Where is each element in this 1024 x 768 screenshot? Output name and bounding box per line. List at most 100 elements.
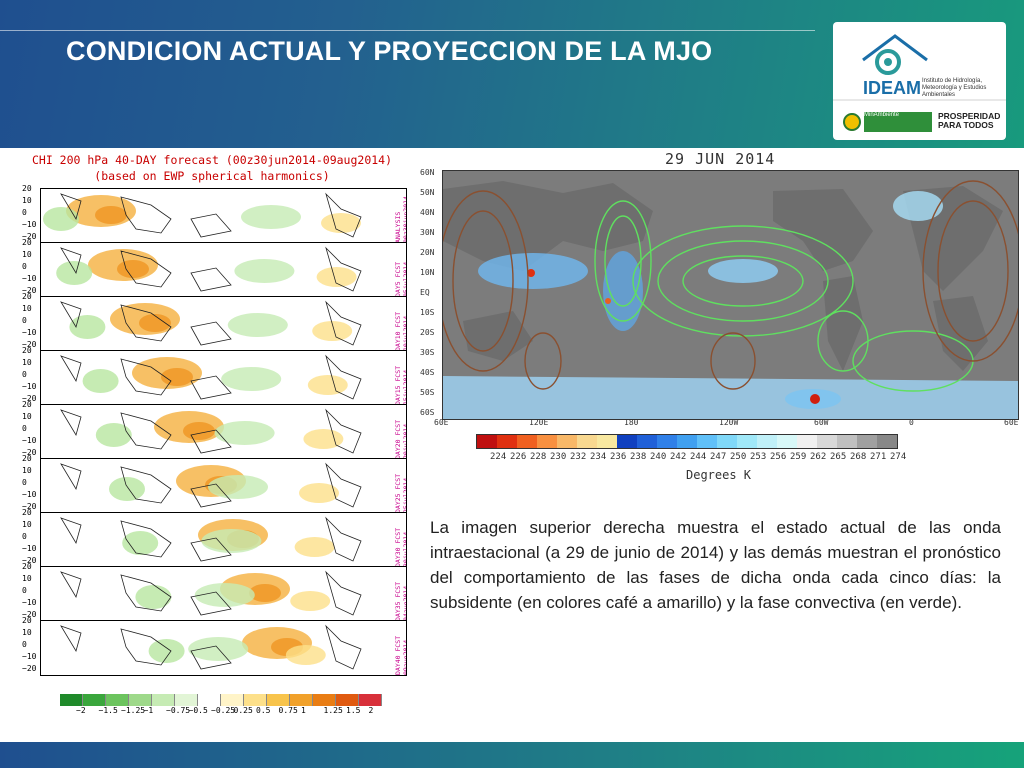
map-colorbar-swatch — [597, 435, 617, 448]
y-tick-label: −20 — [22, 340, 37, 349]
panel-map — [41, 459, 406, 513]
y-tick-label: −20 — [22, 448, 37, 457]
ministry-logo: MinAmbiente — [864, 112, 932, 132]
map-colorbar-label: 232 — [570, 452, 587, 462]
panel-map — [41, 351, 406, 405]
map-colorbar-swatch — [717, 435, 737, 448]
map-colorbar-swatch — [877, 435, 897, 448]
map-colorbar-label: 238 — [630, 452, 647, 462]
panel-label: ANALYSIS 00z30jun2014 — [394, 196, 407, 243]
map-colorbar — [476, 434, 898, 449]
map-colorbar-label: 265 — [830, 452, 847, 462]
longitude-label: 120E — [529, 418, 549, 427]
map-colorbar-label: 253 — [750, 452, 767, 462]
y-tick-label: −20 — [22, 286, 37, 295]
latitude-label: 20N — [420, 248, 435, 257]
latitude-label: 40N — [420, 208, 435, 217]
map-colorbar-label: 262 — [810, 452, 827, 462]
panel-map — [41, 513, 406, 567]
panel-map — [41, 297, 406, 351]
panel-label: DAY35 FCST 04aug2014 — [394, 581, 407, 621]
colorbar-label: 0.25 — [233, 706, 253, 715]
y-tick-label: 20 — [22, 562, 32, 571]
colorbar-swatch — [221, 694, 244, 706]
panel-map — [41, 189, 406, 243]
ideam-subtitle: Instituto de Hidrología, Meteorología y … — [922, 78, 987, 98]
forecast-panel: DAY15 FCST 15jul2014 — [40, 350, 407, 406]
y-tick-label: 10 — [22, 412, 32, 421]
y-tick-label: 20 — [22, 454, 32, 463]
map-colorbar-label: 244 — [690, 452, 707, 462]
map-colorbar-label: 256 — [770, 452, 787, 462]
y-tick-label: 0 — [22, 586, 27, 595]
colorbar-swatch — [244, 694, 267, 706]
y-tick-label: −10 — [22, 382, 37, 391]
map-colorbar-label: 250 — [730, 452, 747, 462]
longitude-label: 0 — [909, 418, 914, 427]
longitude-label: 60W — [814, 418, 829, 427]
longitude-label: 120W — [719, 418, 739, 427]
left-colorbar — [60, 694, 382, 706]
forecast-panel: ANALYSIS 00z30jun2014 — [40, 188, 407, 244]
latitude-label: 30N — [420, 228, 435, 237]
y-tick-label: −10 — [22, 328, 37, 337]
bottom-band — [0, 742, 1024, 768]
y-tick-label: 10 — [22, 250, 32, 259]
y-tick-label: −10 — [22, 274, 37, 283]
y-tick-label: 10 — [22, 358, 32, 367]
map-colorbar-swatch — [837, 435, 857, 448]
slogan: PROSPERIDAD PARA TODOS — [938, 111, 1001, 130]
forecast-panel: DAY25 FCST 25jul2014 — [40, 458, 407, 514]
left-figure-title: CHI 200 hPa 40-DAY forecast (00z30jun201… — [22, 152, 402, 184]
slide-title: CONDICION ACTUAL Y PROYECCION DE LA MJO — [66, 36, 713, 66]
latitude-label: 40S — [420, 368, 435, 377]
map-colorbar-swatch — [537, 435, 557, 448]
latitude-label: 10N — [420, 268, 435, 277]
y-tick-label: 0 — [22, 424, 27, 433]
colorbar-swatch — [336, 694, 359, 706]
colorbar-label: −0.5 — [188, 706, 208, 715]
latitude-label: 50N — [420, 188, 435, 197]
map-colorbar-label: 228 — [530, 452, 547, 462]
colorbar-label: 0.75 — [278, 706, 298, 715]
map-colorbar-swatch — [557, 435, 577, 448]
map-colorbar-label: 224 — [490, 452, 507, 462]
map-graphic — [443, 171, 1018, 419]
map-colorbar-label: 226 — [510, 452, 527, 462]
colorbar-swatch — [313, 694, 336, 706]
colorbar-label: 1.5 — [346, 706, 361, 715]
colorbar-swatch — [106, 694, 129, 706]
colorbar-label: −0.25 — [211, 706, 236, 715]
y-tick-label: −10 — [22, 436, 37, 445]
map-colorbar-swatch — [857, 435, 877, 448]
y-tick-label: 10 — [22, 574, 32, 583]
latitude-label: 50S — [420, 388, 435, 397]
y-tick-label: 20 — [22, 616, 32, 625]
panel-label: DAY5 FCST 05jul2014 — [394, 261, 407, 297]
y-tick-label: 10 — [22, 520, 32, 529]
colorbar-swatch — [152, 694, 175, 706]
y-tick-label: 0 — [22, 316, 27, 325]
map-colorbar-label: 259 — [790, 452, 807, 462]
ideam-name: IDEAM — [863, 78, 921, 98]
map-colorbar-swatch — [677, 435, 697, 448]
map-colorbar-swatch — [497, 435, 517, 448]
map-colorbar-swatch — [757, 435, 777, 448]
colorbar-label: 0.5 — [256, 706, 271, 715]
colorbar-label: −1.5 — [98, 706, 118, 715]
chi200-forecast-figure: CHI 200 hPa 40-DAY forecast (00z30jun201… — [22, 152, 407, 712]
longitude-label: 180 — [624, 418, 639, 427]
y-tick-label: −10 — [22, 598, 37, 607]
y-tick-label: −10 — [22, 544, 37, 553]
map-colorbar-swatch — [637, 435, 657, 448]
y-tick-label: −20 — [22, 232, 37, 241]
map-colorbar-swatch — [477, 435, 497, 448]
title-rule — [0, 30, 815, 31]
y-tick-label: −10 — [22, 220, 37, 229]
y-tick-label: 0 — [22, 532, 27, 541]
y-tick-label: 10 — [22, 466, 32, 475]
map-colorbar-swatch — [657, 435, 677, 448]
y-tick-label: 20 — [22, 508, 32, 517]
y-tick-label: 0 — [22, 370, 27, 379]
y-tick-label: 20 — [22, 238, 32, 247]
